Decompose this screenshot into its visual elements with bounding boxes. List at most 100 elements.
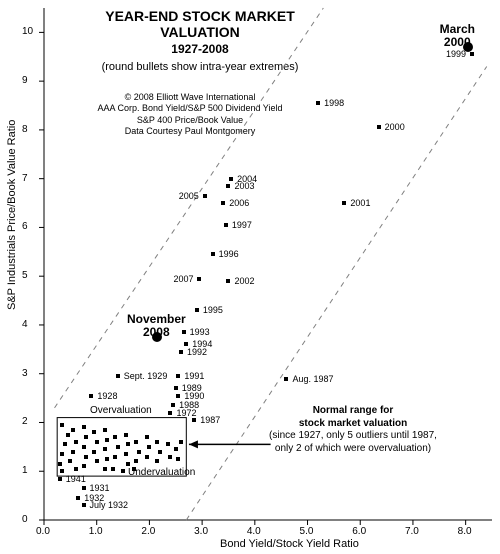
point-label: 2002 xyxy=(234,276,254,286)
point-label: 1941 xyxy=(66,474,86,484)
point-label: 2006 xyxy=(229,198,249,208)
y-tick: 7 xyxy=(22,173,28,184)
x-tick: 2.0 xyxy=(141,526,155,537)
point-label: 1990 xyxy=(184,391,204,401)
overvaluation-label: Overvaluation xyxy=(90,405,152,416)
data-point xyxy=(166,442,170,446)
data-point xyxy=(179,440,183,444)
y-tick: 0 xyxy=(22,514,28,525)
data-point xyxy=(82,464,86,468)
data-point xyxy=(116,374,120,378)
point-label: 2007 xyxy=(173,274,193,284)
data-point xyxy=(105,457,109,461)
data-point xyxy=(68,459,72,463)
highlight-label: November2008 xyxy=(121,313,191,339)
x-tick: 3.0 xyxy=(194,526,208,537)
point-label: 1992 xyxy=(187,347,207,357)
data-point xyxy=(342,201,346,205)
point-label: 1991 xyxy=(184,371,204,381)
x-tick: 8.0 xyxy=(458,526,472,537)
data-point xyxy=(66,433,70,437)
data-point xyxy=(103,428,107,432)
data-point xyxy=(124,433,128,437)
data-point xyxy=(82,425,86,429)
data-point xyxy=(84,455,88,459)
y-tick: 8 xyxy=(22,124,28,135)
point-label: 2005 xyxy=(179,191,199,201)
point-label: July 1932 xyxy=(90,500,129,510)
data-point xyxy=(145,455,149,459)
data-point xyxy=(124,452,128,456)
y-tick: 6 xyxy=(22,221,28,232)
data-point xyxy=(221,201,225,205)
data-point xyxy=(126,442,130,446)
data-point xyxy=(116,445,120,449)
data-point xyxy=(377,125,381,129)
point-label: 2000 xyxy=(385,122,405,132)
data-point xyxy=(60,452,64,456)
data-point xyxy=(176,394,180,398)
data-point xyxy=(195,308,199,312)
point-label: 2003 xyxy=(234,181,254,191)
data-point xyxy=(111,467,115,471)
point-label: 1999 xyxy=(446,49,466,59)
data-point xyxy=(147,445,151,449)
highlight-label: March2000 xyxy=(422,23,492,49)
annot-body: (since 1927, only 5 outliers until 1987,… xyxy=(269,430,437,454)
x-tick: 6.0 xyxy=(352,526,366,537)
data-point xyxy=(82,445,86,449)
data-point xyxy=(134,459,138,463)
data-point xyxy=(176,457,180,461)
data-point xyxy=(74,440,78,444)
data-point xyxy=(71,428,75,432)
y-tick: 10 xyxy=(22,26,33,37)
data-point xyxy=(155,459,159,463)
y-tick: 2 xyxy=(22,416,28,427)
data-point xyxy=(74,467,78,471)
data-point xyxy=(63,442,67,446)
data-point xyxy=(92,450,96,454)
data-point xyxy=(224,223,228,227)
data-point xyxy=(174,447,178,451)
data-point xyxy=(103,447,107,451)
data-point xyxy=(95,459,99,463)
data-point xyxy=(95,440,99,444)
data-point xyxy=(168,411,172,415)
point-label: 1995 xyxy=(203,305,223,315)
data-point xyxy=(58,462,62,466)
x-tick: 7.0 xyxy=(405,526,419,537)
data-point xyxy=(179,350,183,354)
data-point xyxy=(174,386,178,390)
data-point xyxy=(197,277,201,281)
data-point xyxy=(89,394,93,398)
data-point xyxy=(134,440,138,444)
y-tick: 3 xyxy=(22,368,28,379)
y-tick: 9 xyxy=(22,75,28,86)
x-tick: 1.0 xyxy=(89,526,103,537)
point-label: 2001 xyxy=(350,198,370,208)
point-label: 1987 xyxy=(200,415,220,425)
x-tick: 5.0 xyxy=(300,526,314,537)
annot-title-1: Normal range for xyxy=(313,405,394,416)
data-point xyxy=(92,430,96,434)
data-point xyxy=(226,184,230,188)
data-point xyxy=(58,477,62,481)
data-point xyxy=(284,377,288,381)
valuation-scatter-chart: YEAR-END STOCK MARKET VALUATION 1927-200… xyxy=(0,0,500,554)
data-point xyxy=(192,418,196,422)
data-point xyxy=(82,486,86,490)
y-tick: 4 xyxy=(22,319,28,330)
data-point xyxy=(71,450,75,454)
data-point xyxy=(103,467,107,471)
data-point xyxy=(121,469,125,473)
data-point xyxy=(76,496,80,500)
data-point xyxy=(126,462,130,466)
point-label: 1998 xyxy=(324,98,344,108)
y-tick: 5 xyxy=(22,270,28,281)
data-point xyxy=(203,194,207,198)
annot-title-2: stock market valuation xyxy=(299,418,407,429)
point-label: 1972 xyxy=(176,408,196,418)
point-label: 1931 xyxy=(90,483,110,493)
data-point xyxy=(145,435,149,439)
point-label: 1993 xyxy=(190,327,210,337)
